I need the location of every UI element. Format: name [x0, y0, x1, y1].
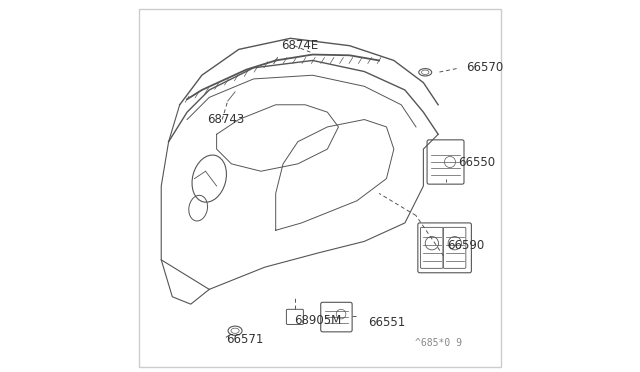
- Text: 68743: 68743: [207, 113, 244, 126]
- Text: 66550: 66550: [458, 155, 495, 169]
- Text: ^685*0 9: ^685*0 9: [415, 339, 462, 349]
- Text: 66551: 66551: [368, 316, 405, 329]
- Text: 66571: 66571: [226, 333, 263, 346]
- Text: 66570: 66570: [466, 61, 503, 74]
- Text: 68905M: 68905M: [294, 314, 341, 327]
- Text: 6874E: 6874E: [281, 39, 319, 52]
- Text: 66590: 66590: [447, 238, 484, 251]
